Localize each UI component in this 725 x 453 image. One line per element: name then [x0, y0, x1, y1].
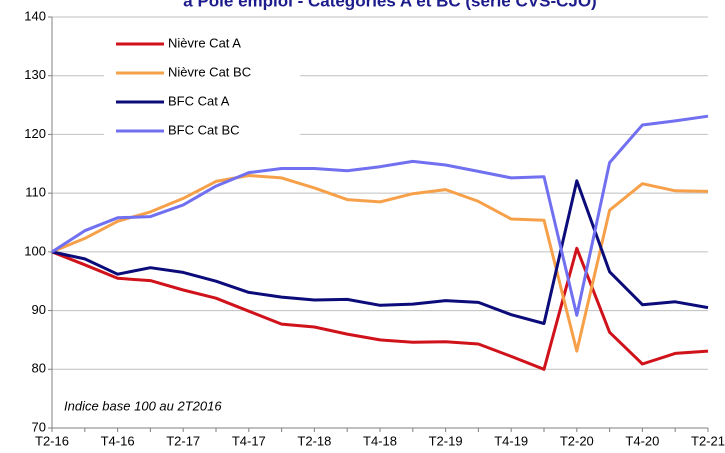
x-tick-label: T4-18	[363, 433, 397, 448]
x-tick-label: T2-19	[429, 433, 463, 448]
legend-label: Nièvre Cat BC	[168, 64, 251, 79]
legend-label: BFC Cat BC	[168, 122, 240, 137]
legend-label: Nièvre Cat A	[168, 35, 241, 50]
legend-label: BFC Cat A	[168, 93, 230, 108]
x-tick-label: T2-17	[166, 433, 200, 448]
legend-box	[104, 30, 300, 146]
x-tick-label: T2-18	[297, 433, 331, 448]
x-tick-label: T4-17	[232, 433, 266, 448]
x-tick-label: T4-16	[101, 433, 135, 448]
series-line	[51, 246, 709, 371]
y-tick-label: 100	[24, 243, 46, 258]
series-line	[51, 174, 709, 353]
x-tick-label: T4-19	[494, 433, 528, 448]
y-tick-label: 80	[32, 361, 46, 376]
y-tick-label: 70	[32, 419, 46, 434]
annotation: Indice base 100 au 2T2016	[64, 398, 222, 413]
y-tick-label: 120	[24, 126, 46, 141]
y-tick-label: 110	[25, 185, 46, 200]
y-tick-label: 140	[24, 8, 46, 23]
x-tick-label: T2-21	[691, 433, 725, 448]
x-tick-label: T2-20	[560, 433, 594, 448]
series-line	[51, 179, 709, 325]
y-tick-label: 90	[32, 302, 46, 317]
series-line	[51, 114, 709, 317]
y-tick-label: 130	[24, 67, 46, 82]
x-tick-label: T4-20	[625, 433, 659, 448]
chart-title: à Pôle emploi - Catégories A et BC (séri…	[183, 0, 596, 10]
x-tick-label: T2-16	[35, 433, 69, 448]
